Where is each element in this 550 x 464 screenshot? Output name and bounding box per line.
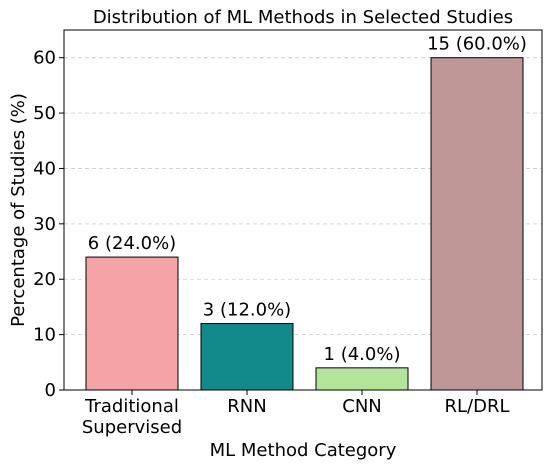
- data-label: 1 (4.0%): [324, 344, 401, 365]
- x-tick-label: RNN: [227, 396, 266, 417]
- x-axis-label: ML Method Category: [210, 440, 397, 461]
- chart-title: Distribution of ML Methods in Selected S…: [93, 7, 513, 28]
- bar: [85, 256, 179, 391]
- bar: [200, 323, 294, 391]
- y-tick-label: 60: [33, 48, 56, 69]
- y-tick-label: 30: [33, 214, 56, 235]
- y-axis-ticks: 0 10 20 30 40 50 60: [33, 48, 64, 401]
- y-tick-label: 20: [33, 269, 56, 290]
- bar: [430, 57, 524, 391]
- x-tick-label: RL/DRL: [445, 396, 510, 417]
- x-tick-label: CNN: [342, 396, 382, 417]
- data-label: 6 (24.0%): [88, 233, 176, 254]
- y-axis-label: Percentage of Studies (%): [8, 93, 29, 327]
- y-tick-label: 50: [33, 103, 56, 124]
- y-tick-label: 0: [45, 380, 56, 401]
- plot-frame: [63, 29, 543, 391]
- y-tick-label: 10: [33, 325, 56, 346]
- y-tick-label: 40: [33, 158, 56, 179]
- bar: [315, 367, 409, 391]
- x-tick-label: Supervised: [82, 417, 182, 438]
- x-tick-label: Traditional: [84, 396, 179, 417]
- data-labels: 6 (24.0%) 3 (12.0%) 1 (4.0%) 15 (60.0%): [88, 34, 527, 365]
- data-label: 15 (60.0%): [427, 34, 527, 55]
- data-label: 3 (12.0%): [203, 300, 291, 321]
- bars: [85, 57, 524, 391]
